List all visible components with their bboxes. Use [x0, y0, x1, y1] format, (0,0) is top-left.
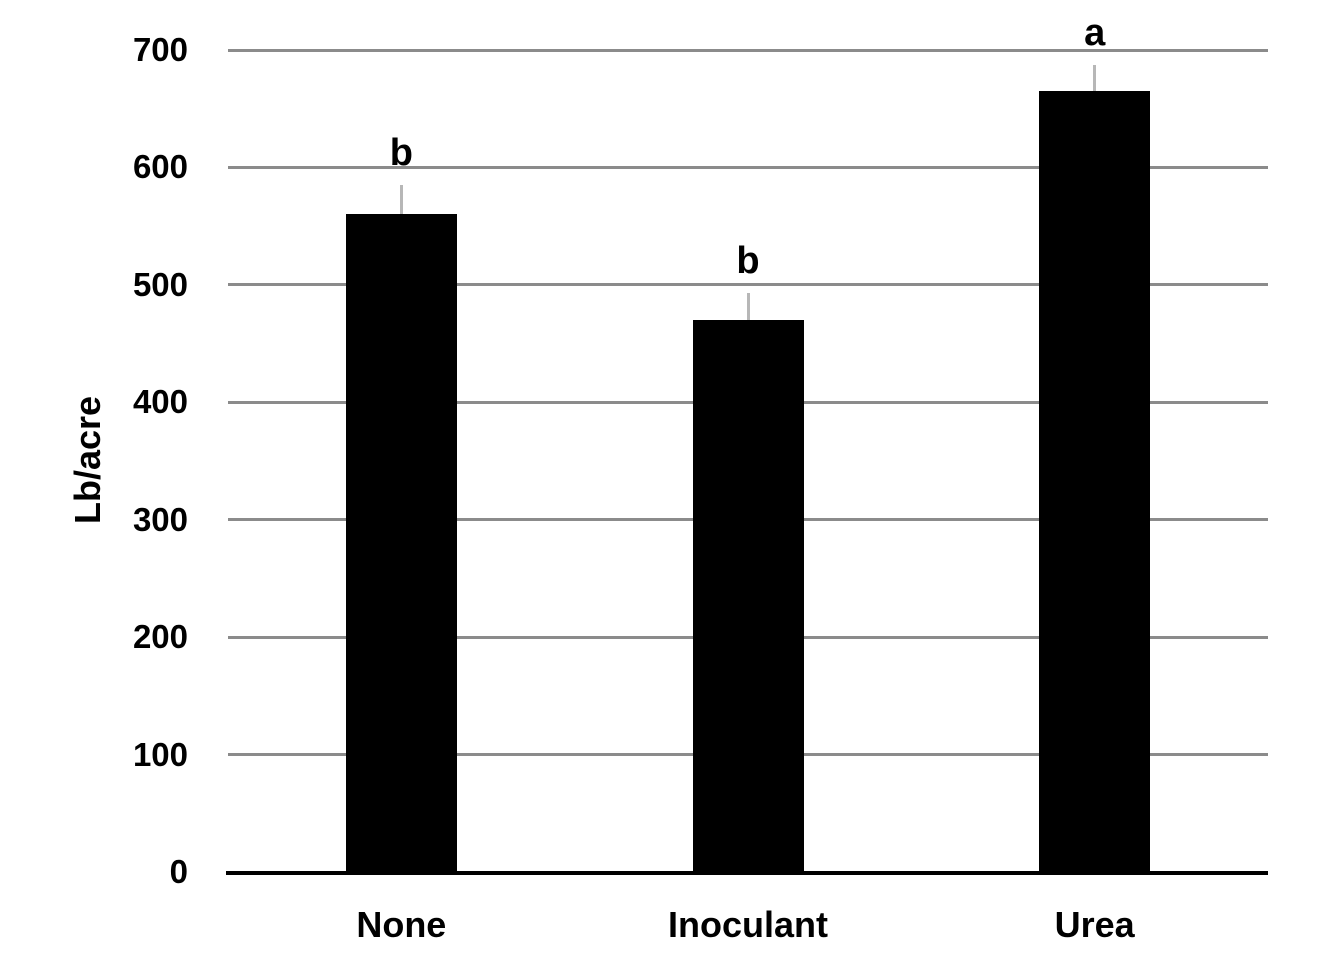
significance-letter: a: [1084, 12, 1106, 55]
gridline: [228, 48, 1268, 52]
gridline: [228, 165, 1268, 169]
x-axis-line: [226, 871, 1268, 875]
error-bar: [1093, 65, 1097, 97]
bar: [1039, 91, 1151, 872]
y-tick-label: 100: [132, 735, 188, 773]
category-label: Inoculant: [668, 904, 828, 945]
y-axis-title: Lb/acre: [67, 395, 108, 525]
gridline: [228, 283, 1268, 287]
y-tick-label: 300: [132, 500, 188, 538]
y-tick-label: 500: [132, 265, 188, 303]
bar: [345, 214, 457, 872]
y-tick-label: 200: [132, 618, 188, 656]
y-tick-label: 400: [132, 383, 188, 421]
category-label: None: [356, 904, 447, 945]
y-tick-label: 700: [132, 31, 188, 68]
error-bar: [746, 293, 750, 326]
significance-letter: b: [389, 132, 413, 175]
significance-letter: b: [736, 240, 760, 283]
bar: [692, 320, 804, 872]
error-bar: [399, 185, 403, 220]
y-tick-label: 0: [169, 853, 188, 890]
y-tick-label: 600: [132, 148, 188, 186]
category-label: Urea: [1054, 904, 1135, 945]
